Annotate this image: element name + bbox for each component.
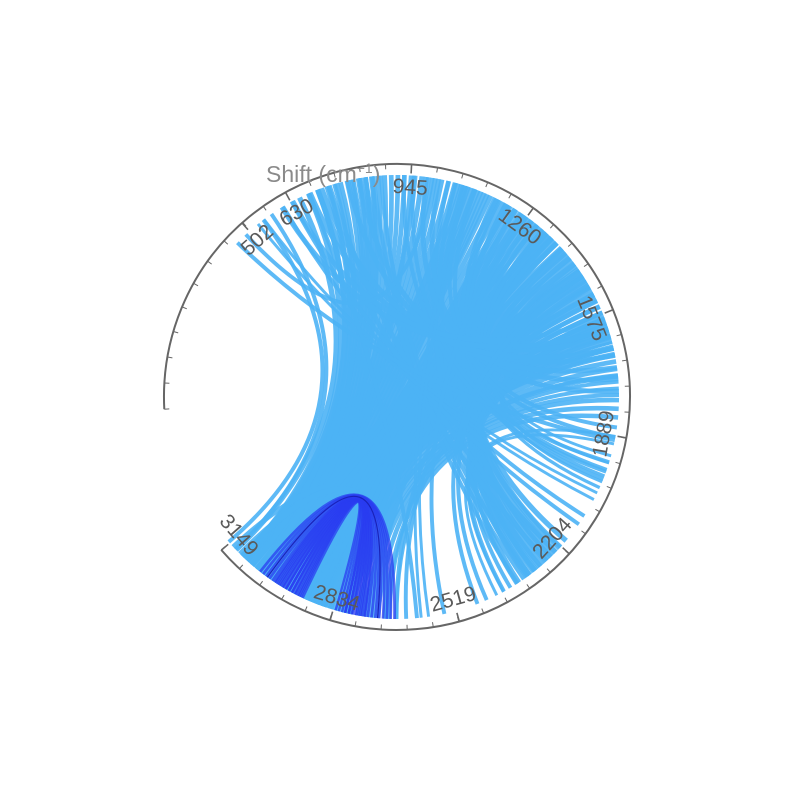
chord-link [451, 274, 585, 605]
ring-major-tick [617, 435, 627, 439]
chord-link [258, 493, 396, 620]
ring-minor-tick [504, 597, 508, 603]
ring-minor-tick [242, 222, 247, 227]
ring-major-tick [456, 612, 461, 622]
ring-minor-tick [526, 584, 531, 589]
ring-minor-tick [583, 263, 589, 268]
title-close: ) [373, 161, 381, 187]
chord-link [417, 188, 476, 617]
ring-minor-tick [239, 564, 244, 569]
ring-minor-tick [262, 205, 267, 211]
chord-ribbons [227, 174, 620, 620]
chord-link [306, 192, 419, 619]
ring-major-tick [410, 164, 413, 174]
ring-minor-tick [481, 608, 485, 614]
ring-major-tick [220, 543, 229, 551]
chord-link [249, 185, 353, 567]
chord-link [315, 188, 549, 563]
ring-minor-tick [358, 166, 361, 173]
ring-minor-tick [223, 240, 229, 245]
ring-minor-tick [173, 331, 179, 334]
ring-minor-tick [606, 485, 612, 489]
ring-minor-tick [622, 359, 628, 362]
ring-major-tick [241, 222, 249, 231]
ring-minor-tick [615, 461, 621, 465]
ring-minor-tick [597, 285, 603, 289]
chord-link [464, 428, 616, 596]
ring-minor-tick [304, 606, 308, 612]
chord-link [413, 185, 469, 618]
chord-link [236, 241, 616, 443]
ring-ticks [164, 164, 630, 630]
title-main: Shift (cm [266, 161, 357, 187]
ring-minor-tick [207, 260, 212, 265]
chord-link [466, 433, 615, 593]
ring-minor-tick [616, 334, 622, 337]
chord-link [262, 218, 598, 495]
chord-link [256, 222, 595, 501]
ring-tick-label: 2519 [428, 582, 479, 617]
chord-link [266, 495, 381, 619]
ring-minor-tick [581, 530, 586, 535]
ring-minor-tick [546, 568, 551, 573]
ring-minor-tick [595, 508, 601, 513]
ring-minor-tick [308, 181, 312, 186]
chart-title: Shift (cm−1) [266, 160, 380, 187]
chord-link [429, 213, 526, 615]
ring-minor-tick [333, 172, 336, 178]
ring-tick-label: 945 [392, 175, 428, 200]
ring-minor-tick [508, 193, 512, 199]
ring-major-tick [527, 207, 534, 216]
ring-minor-tick [181, 306, 187, 310]
ring-minor-tick [193, 282, 199, 287]
ring-major-tick [284, 192, 291, 201]
ring-major-tick [604, 308, 614, 314]
ring-minor-tick [432, 622, 434, 628]
ring-minor-tick [567, 242, 573, 247]
ring-minor-tick [549, 224, 554, 229]
ring-minor-tick [354, 621, 357, 627]
ring-tick-label: 502 [237, 220, 278, 260]
chord-link [461, 196, 601, 490]
chord-link [290, 199, 606, 343]
chord-link [466, 202, 606, 478]
chord-link [456, 282, 590, 601]
ring-minor-tick [436, 167, 439, 173]
ring-minor-tick [485, 182, 489, 188]
chord-link [244, 177, 435, 306]
title-superscript: −1 [357, 160, 373, 176]
ring-major-tick [329, 611, 334, 621]
chord-link [273, 496, 373, 617]
ring-minor-tick [167, 356, 173, 359]
ring-minor-tick [461, 173, 464, 179]
ring-minor-tick [259, 580, 264, 586]
ring-major-tick [562, 547, 570, 555]
ring-minor-tick [281, 594, 285, 600]
